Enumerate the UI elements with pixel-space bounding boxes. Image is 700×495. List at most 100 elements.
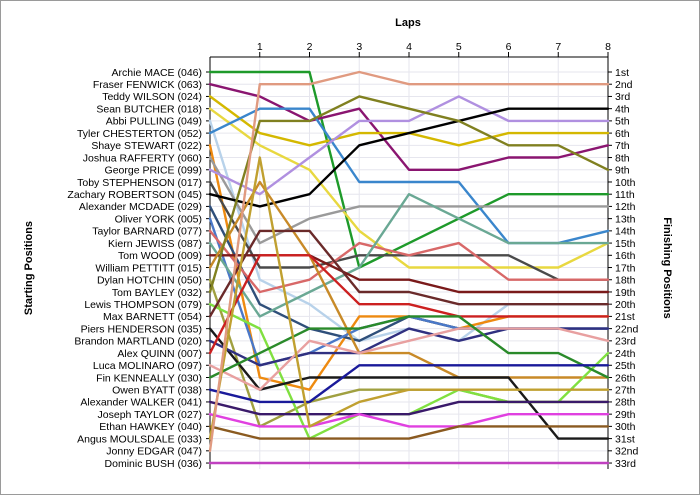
series-line [208, 156, 610, 440]
finish-position-label: 32nd [615, 446, 639, 458]
driver-label: Alexander MCDADE (029) [79, 201, 202, 213]
series-line [208, 229, 610, 318]
series-line [208, 364, 610, 404]
left-axis-label: Starting Positions [23, 221, 35, 315]
driver-label: Ethan HAWKEY (040) [99, 421, 202, 433]
series-line [208, 327, 610, 391]
driver-label: Abbi PULLING (049) [106, 116, 202, 128]
finish-position-label: 9th [615, 165, 630, 177]
finish-position-label: 29th [615, 409, 636, 421]
chart-title: Laps [395, 17, 421, 29]
driver-label: Archie MACE (046) [112, 67, 202, 79]
finish-position-label: 12th [615, 201, 636, 213]
lap-tick-label: 5 [456, 41, 462, 53]
series-line [208, 95, 610, 196]
series-line [208, 229, 610, 294]
series-line [208, 413, 610, 428]
finish-position-label: 23rd [615, 336, 636, 348]
gridlines [210, 57, 609, 470]
driver-label: Piers HENDERSON (035) [81, 323, 202, 335]
series-line [208, 107, 610, 269]
finish-position-label: 13th [615, 213, 636, 225]
series-line [208, 95, 610, 294]
driver-label: Lewis THOMPSON (079) [84, 299, 202, 311]
series-line [208, 254, 610, 355]
driver-label: George PRICE (099) [105, 165, 202, 177]
finish-position-label: 1st [615, 67, 629, 79]
finish-position-label: 11th [615, 189, 635, 201]
driver-label: Max BARNETT (054) [103, 311, 202, 323]
driver-label: Shaye STEWART (022) [91, 140, 202, 152]
finish-position-label: 14th [615, 226, 636, 238]
driver-label: Zachary ROBERTSON (045) [67, 189, 202, 201]
driver-label: Fraser FENWICK (063) [93, 79, 202, 91]
finish-position-label: 7th [615, 140, 630, 152]
axes: 1 2 3 4 5 6 7 8 [206, 41, 612, 470]
driver-label: Dominic BUSH (036) [105, 458, 202, 470]
finish-position-label: 19th [615, 287, 636, 299]
series-line [208, 192, 610, 318]
finish-position-label: 26th [615, 372, 636, 384]
finish-position-label: 6th [615, 128, 630, 140]
finish-position-label: 33rd [615, 458, 636, 470]
finish-position-label: 28th [615, 397, 636, 409]
finish-position-label: 21st [615, 311, 635, 323]
series-line [208, 180, 610, 379]
series-line [208, 107, 610, 208]
lap-tick-label: 7 [555, 41, 561, 53]
driver-label: Oliver YORK (005) [115, 213, 202, 225]
finish-position-label: 25th [615, 360, 636, 372]
finish-position-label: 27th [615, 385, 636, 397]
finish-position-label: 2nd [615, 79, 633, 91]
driver-label: William PETTITT (015) [95, 262, 202, 274]
finish-position-label: 5th [615, 116, 630, 128]
driver-label: Joseph TAYLOR (027) [98, 409, 202, 421]
driver-label: Jonny EDGAR (047) [106, 446, 202, 458]
driver-label: Brandon MARTLAND (020) [74, 336, 202, 348]
driver-label: Tyler CHESTERTON (052) [77, 128, 202, 140]
series-line [208, 156, 610, 245]
finish-position-label: 24th [615, 348, 636, 360]
driver-label: Owen BYATT (038) [112, 385, 202, 397]
driver-label: Tom WOOD (009) [118, 250, 202, 262]
finish-position-label: 16th [615, 250, 636, 262]
finish-position-label: 3rd [615, 91, 630, 103]
driver-label: Dylan HOTCHIN (050) [97, 275, 202, 287]
driver-label: Taylor BARNARD (077) [92, 226, 202, 238]
lap-tick-label: 1 [257, 41, 263, 53]
driver-label: Kiern JEWISS (087) [108, 238, 202, 250]
lap-tick-label: 3 [356, 41, 362, 53]
driver-label: Toby STEPHENSON (017) [77, 177, 202, 189]
driver-label: Teddy WILSON (024) [102, 91, 202, 103]
finish-position-label: 8th [615, 152, 630, 164]
finish-position-label: 20th [615, 299, 636, 311]
finish-position-label: 31st [615, 433, 635, 445]
series-line [208, 400, 610, 416]
finish-position-label: 18th [615, 275, 636, 287]
finish-position-label: 22nd [615, 323, 639, 335]
series-lines [208, 70, 610, 465]
lap-tick-label: 8 [605, 41, 611, 53]
finish-position-label: 10th [615, 177, 636, 189]
driver-label: Alexander WALKER (041) [80, 397, 202, 409]
driver-label: Tom BAYLEY (032) [112, 287, 202, 299]
series-line [208, 327, 610, 440]
series-line [208, 315, 610, 379]
finish-position-label: 30th [615, 421, 636, 433]
driver-label: Angus MOULSDALE (033) [77, 433, 202, 445]
driver-label: Luca MOLINARO (097) [93, 360, 202, 372]
driver-label: Joshua RAFFERTY (060) [83, 152, 202, 164]
driver-label: Alex QUINN (007) [117, 348, 202, 360]
finish-position-label: 4th [615, 103, 630, 115]
series-line [208, 425, 610, 440]
series-line [208, 70, 610, 452]
driver-label: Fin KENNEALLY (030) [96, 372, 202, 384]
finish-position-label: 15th [615, 238, 636, 250]
lap-tick-label: 6 [506, 41, 512, 53]
labels: Archie MACE (046)Fraser FENWICK (063)Ted… [67, 67, 638, 470]
finish-position-label: 17th [615, 262, 636, 274]
series-line [208, 82, 610, 172]
right-axis-label: Finishing Positions [661, 217, 673, 318]
